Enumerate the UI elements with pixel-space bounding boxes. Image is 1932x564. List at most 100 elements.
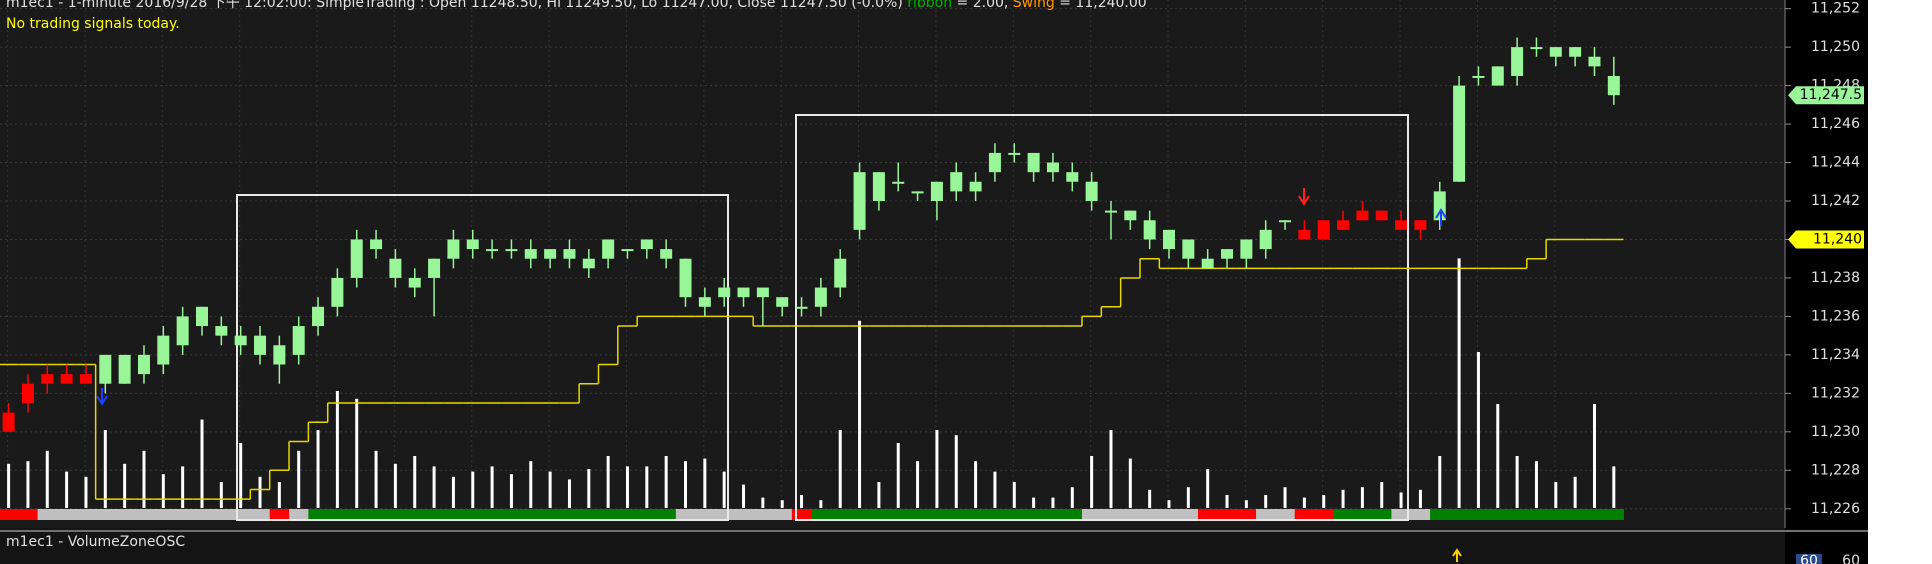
volume-bar [1109,430,1113,508]
candle-body [718,287,731,298]
ribbon-cell [1565,509,1586,520]
ribbon-cell [424,509,445,520]
volume-bar [800,495,804,508]
status-main: m1ec1 - 1-minute 2016/9/28 下午 12:02:00: … [6,0,907,11]
ribbon-cell [811,509,832,520]
candle-body [1395,220,1408,230]
volume-bar [529,461,533,508]
volume-bar [896,443,900,508]
status-line: m1ec1 - 1-minute 2016/9/28 下午 12:02:00: … [6,0,1147,11]
volume-bar [1051,497,1055,508]
candle-body [79,374,92,384]
volume-bar [567,479,571,508]
lower-panel-title: m1ec1 - VolumeZoneOSC [6,534,185,550]
candle-layer [2,37,1620,432]
ribbon-cell [308,509,329,520]
candle-body [21,383,34,403]
candle-body [776,297,789,307]
ribbon-cell [366,509,387,520]
ribbon-cell [521,509,541,520]
volume-bar [1148,489,1152,508]
volume-bar [780,500,784,508]
ribbon-cell [888,509,909,520]
volume-bar [1167,500,1171,508]
candle-body [331,277,344,307]
volume-bar [335,391,339,508]
volume-bar [509,474,513,508]
candle-body [1085,181,1098,202]
volume-bar [316,430,320,508]
candle-body [1279,220,1292,223]
volume-bar [645,466,649,508]
ribbon-cell [1236,509,1257,520]
volume-bar [858,320,862,508]
candle-body [1588,56,1601,67]
candle-body [563,249,576,259]
volume-bar [355,398,359,508]
candle-body [911,191,924,194]
ribbon-cell [1468,509,1489,520]
y-tick-label: 11,234 [1811,347,1860,363]
candle-body [795,306,808,309]
y-tick-label: 11,250 [1811,39,1860,55]
candle-body [99,354,112,384]
plot-area [0,0,1785,528]
ribbon-cell [405,509,425,520]
highlight-box [795,114,1409,521]
candle-body [176,316,189,346]
volume-bar [1515,456,1519,508]
ribbon-cell [76,509,97,520]
ribbon-cell [1178,509,1199,520]
candle-body [1046,162,1059,173]
ribbon-cell [327,509,348,520]
candle-body [1182,239,1195,259]
volume-layer [7,258,1616,508]
volume-bar [993,471,997,508]
candle-body [1201,258,1214,269]
volume-bar [181,466,185,508]
volume-bar [838,430,842,508]
candle-body [544,249,557,259]
candle-body [370,239,383,250]
candle-body [428,258,441,278]
ribbon-cell [985,509,1006,520]
candle-body [679,258,692,298]
osc-tick-label: 60 [1842,553,1860,564]
volume-bar [374,450,378,508]
candle-body [1066,172,1079,182]
price-tag-label: 11,247.5 [1800,87,1862,103]
volume-bar [1573,476,1577,508]
ribbon-cell [849,509,870,520]
volume-bar [1090,456,1094,508]
y-tick-label: 11,230 [1811,424,1860,440]
candle-body [1607,75,1620,96]
ribbon-cell [211,509,232,520]
volume-bar [606,456,610,508]
volume-bar [664,456,668,508]
ribbon-cell [1410,509,1431,520]
ribbon-cell [965,509,986,520]
ribbon-cell [695,509,716,520]
volume-bar [548,471,552,508]
candle-body [930,181,943,202]
volume-bar [1283,487,1287,508]
volume-bar [722,471,726,508]
volume-bar [625,466,629,508]
ribbon-cell [1314,509,1334,520]
candle-body [834,258,847,288]
y-tick-label: 11,244 [1811,155,1860,171]
ribbon-cell [1004,509,1025,520]
ribbon-cell [733,509,754,520]
volume-bar [819,500,823,508]
candle-body [60,374,73,384]
ribbon-cell [1294,509,1315,520]
volume-bar [84,476,88,508]
volume-bar [1302,497,1306,508]
y-tick-label: 11,242 [1811,193,1860,209]
volume-bar [471,471,475,508]
volume-bar [65,471,69,508]
candle-body [1549,47,1562,57]
volume-bar [1032,497,1036,508]
candle-body [1356,210,1369,221]
